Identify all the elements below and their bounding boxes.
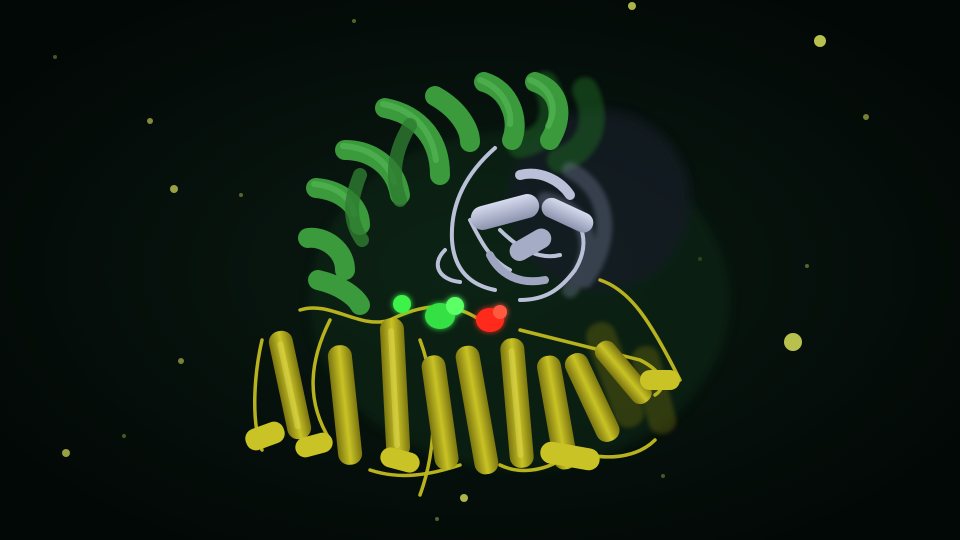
yellow-helix-bundle [245,278,682,497]
green-highlight-residues [393,295,464,329]
green-helical-domain [298,71,605,315]
particles [53,2,869,521]
white-globular-domain [435,146,613,302]
red-highlight-residues [476,305,507,332]
